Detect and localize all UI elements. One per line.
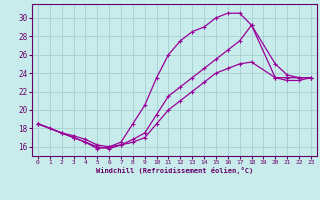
- X-axis label: Windchill (Refroidissement éolien,°C): Windchill (Refroidissement éolien,°C): [96, 167, 253, 174]
